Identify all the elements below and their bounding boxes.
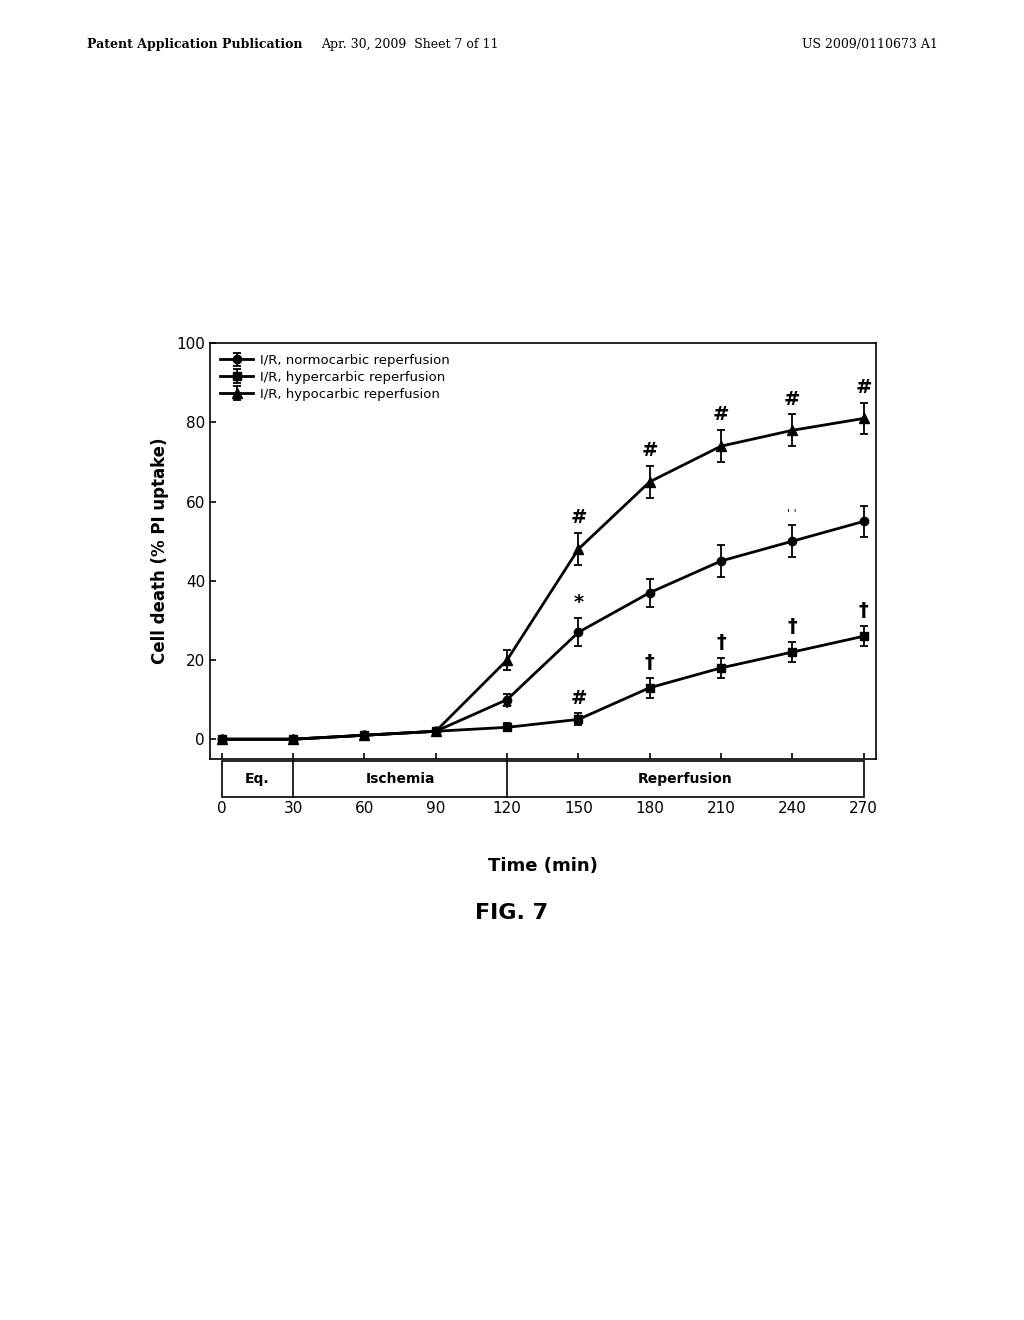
- Text: 30: 30: [284, 801, 303, 816]
- Text: †: †: [787, 618, 798, 636]
- Text: #: #: [784, 389, 801, 409]
- Text: #: #: [641, 441, 658, 461]
- Text: 210: 210: [707, 801, 735, 816]
- Text: 270: 270: [849, 801, 878, 816]
- Text: FIG. 7: FIG. 7: [475, 903, 549, 924]
- Text: Patent Application Publication: Patent Application Publication: [87, 38, 302, 51]
- Text: 0: 0: [217, 801, 226, 816]
- Text: #: #: [855, 378, 871, 397]
- Text: †: †: [716, 634, 726, 652]
- Text: †: †: [859, 602, 868, 620]
- Text: 180: 180: [635, 801, 665, 816]
- Text: Time (min): Time (min): [487, 857, 598, 875]
- Text: Ischemia: Ischemia: [366, 772, 435, 785]
- Text: 90: 90: [426, 801, 445, 816]
- Text: #: #: [570, 689, 587, 708]
- Text: 60: 60: [354, 801, 374, 816]
- Text: †: †: [645, 653, 654, 672]
- Legend: I/R, normocarbic reperfusion, I/R, hypercarbic reperfusion, I/R, hypocarbic repe: I/R, normocarbic reperfusion, I/R, hyper…: [216, 350, 454, 405]
- Text: 120: 120: [493, 801, 521, 816]
- Text: Apr. 30, 2009  Sheet 7 of 11: Apr. 30, 2009 Sheet 7 of 11: [321, 38, 499, 51]
- Text: 150: 150: [564, 801, 593, 816]
- Y-axis label: Cell death (% PI uptake): Cell death (% PI uptake): [152, 438, 169, 664]
- Text: #: #: [713, 405, 729, 425]
- Text: 240: 240: [778, 801, 807, 816]
- Text: #: #: [570, 508, 587, 528]
- Text: Reperfusion: Reperfusion: [638, 772, 733, 785]
- Text: US 2009/0110673 A1: US 2009/0110673 A1: [803, 38, 938, 51]
- Text: Eq.: Eq.: [245, 772, 269, 785]
- Text: *: *: [573, 594, 584, 612]
- Text: ' ': ' ': [787, 510, 798, 520]
- Text: *: *: [502, 698, 512, 718]
